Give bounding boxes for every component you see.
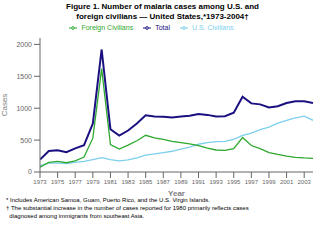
html-text:* Includes American Samoa, Gua: * Includes American Samoa, Guam, Puerto … xyxy=(6,197,210,203)
svg-text:1000: 1000 xyxy=(16,105,32,112)
svg-text:Year: Year xyxy=(168,189,185,196)
svg-text:2000: 2000 xyxy=(16,41,32,48)
svg-text:1973: 1973 xyxy=(33,179,47,185)
svg-text:1977: 1977 xyxy=(69,179,83,185)
html-text:U.S. Civilians: U.S. Civilians xyxy=(192,24,234,31)
svg-text:1991: 1991 xyxy=(192,179,206,185)
svg-text:0: 0 xyxy=(28,168,32,175)
svg-text:1983: 1983 xyxy=(121,179,135,185)
svg-text:1989: 1989 xyxy=(174,179,188,185)
html-text:† The substantial increase in: † The substantial increase in the number… xyxy=(6,205,249,211)
svg-text:1999: 1999 xyxy=(262,179,276,185)
svg-text:1500: 1500 xyxy=(16,73,32,80)
html-text:Total: Total xyxy=(155,24,170,31)
svg-text:1981: 1981 xyxy=(104,179,118,185)
svg-text:1979: 1979 xyxy=(86,179,100,185)
svg-text:1985: 1985 xyxy=(139,179,153,185)
html-text:diagnosed among immigrants fro: diagnosed among immigrants from southeas… xyxy=(6,213,145,219)
svg-text:Cases: Cases xyxy=(8,94,9,117)
svg-text:1975: 1975 xyxy=(51,179,65,185)
html-text:foreign civilians — United Sta: foreign civilians — United States,*1973-… xyxy=(76,12,249,21)
html-text:Foreign Civilians: Foreign Civilians xyxy=(81,24,134,31)
svg-text:2001: 2001 xyxy=(280,179,294,185)
svg-text:1995: 1995 xyxy=(227,179,241,185)
svg-text:1987: 1987 xyxy=(157,179,171,185)
svg-text:1993: 1993 xyxy=(209,179,223,185)
svg-text:1997: 1997 xyxy=(245,179,259,185)
svg-text:500: 500 xyxy=(20,137,32,144)
html-text:Figure 1. Number of malaria ca: Figure 1. Number of malaria cases among … xyxy=(66,2,259,11)
svg-text:2003: 2003 xyxy=(298,179,312,185)
